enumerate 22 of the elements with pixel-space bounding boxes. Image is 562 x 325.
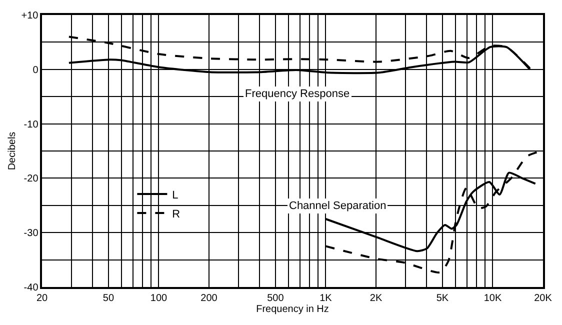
x-tick-label: 2K [370, 292, 382, 304]
y-tick-label: +10 [21, 10, 39, 22]
x-tick-label: 5K [436, 292, 449, 304]
y-axis-title: Decibels [6, 132, 18, 170]
x-tick-label: 20K [534, 292, 552, 304]
y-tick-label: 0 [32, 64, 39, 76]
y-tick-label: -20 [24, 174, 39, 185]
annotation: Frequency Response [245, 88, 350, 100]
x-tick-label: 50 [102, 292, 114, 304]
x-axis-title: Frequency in Hz [256, 304, 329, 315]
x-tick-label: 100 [150, 292, 168, 304]
y-tick-label: -10 [24, 119, 39, 130]
x-tick-label: 10K [484, 292, 502, 304]
x-tick-label: 1K [320, 292, 332, 304]
y-tick-label: -40 [24, 282, 39, 294]
legend-label: L [172, 189, 178, 202]
x-tick-label: 200 [200, 292, 218, 304]
y-tick-label: -30 [24, 228, 39, 240]
legend-label: R [172, 208, 180, 220]
x-tick-label: 500 [267, 292, 284, 304]
annotation: Channel Separation [289, 200, 386, 212]
x-tick-label: 20 [36, 292, 48, 304]
